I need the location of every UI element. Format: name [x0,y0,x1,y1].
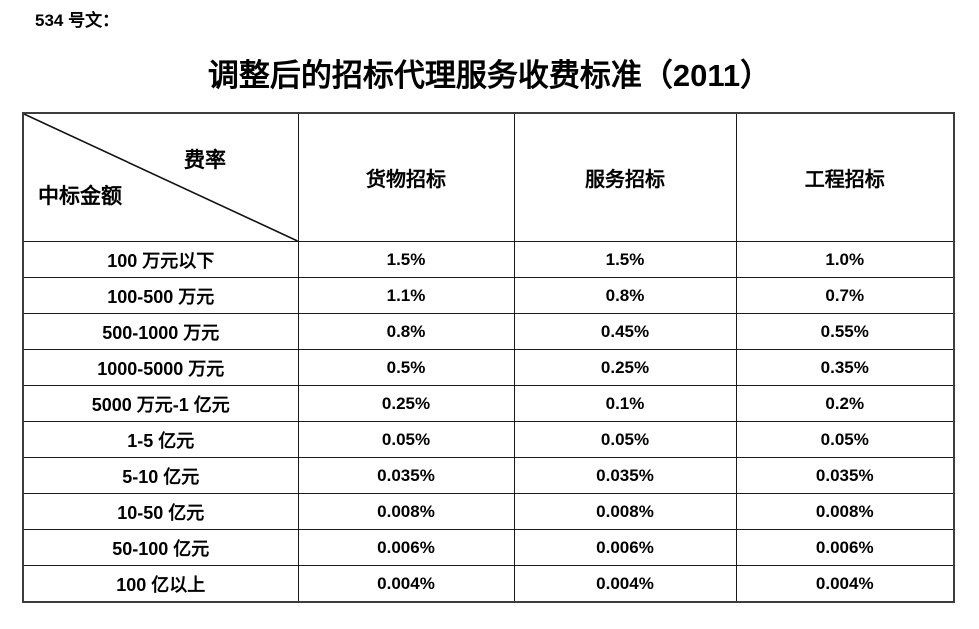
rate-cell: 0.45% [513,313,737,350]
table-row: 5000 万元-1 亿元 0.25% 0.1% 0.2% [22,385,955,422]
rate-cell: 0.006% [735,529,955,566]
table-row: 1-5 亿元 0.05% 0.05% 0.05% [22,421,955,458]
row-label: 10-50 亿元 [22,493,299,530]
row-label: 100 亿以上 [22,565,299,603]
rate-cell: 0.05% [735,421,955,458]
rate-cell: 0.035% [513,457,737,494]
table-row: 100 亿以上 0.004% 0.004% 0.004% [22,565,955,603]
rate-cell: 0.008% [513,493,737,530]
rate-cell: 0.035% [297,457,515,494]
rate-cell: 0.008% [297,493,515,530]
rate-cell: 0.006% [513,529,737,566]
table-row: 500-1000 万元 0.8% 0.45% 0.55% [22,313,955,350]
row-label: 50-100 亿元 [22,529,299,566]
corner-label-rate: 费率 [184,149,226,172]
fee-rate-table: 费率 中标金额 货物招标 服务招标 工程招标 100 万元以下 1.5% 1.5… [22,112,955,603]
rate-cell: 0.008% [735,493,955,530]
row-label: 5000 万元-1 亿元 [22,385,299,422]
rate-cell: 0.7% [735,277,955,314]
header-row: 费率 中标金额 货物招标 服务招标 工程招标 [22,112,955,242]
rate-cell: 0.2% [735,385,955,422]
rate-cell: 0.35% [735,349,955,386]
table-row: 1000-5000 万元 0.5% 0.25% 0.35% [22,349,955,386]
rate-cell: 1.5% [513,241,737,278]
column-header-engineering-bidding: 工程招标 [735,112,955,242]
table-row: 100 万元以下 1.5% 1.5% 1.0% [22,241,955,278]
rate-cell: 0.25% [297,385,515,422]
rate-cell: 0.8% [297,313,515,350]
diagonal-divider-line [24,114,298,241]
page-title: 调整后的招标代理服务收费标准（2011） [207,58,772,93]
row-label: 5-10 亿元 [22,457,299,494]
column-header-service-bidding: 服务招标 [513,112,737,242]
rate-cell: 0.5% [297,349,515,386]
rate-cell: 1.1% [297,277,515,314]
table-row: 10-50 亿元 0.008% 0.008% 0.008% [22,493,955,530]
row-label: 100 万元以下 [22,241,299,278]
row-label: 100-500 万元 [22,277,299,314]
corner-header-cell: 费率 中标金额 [22,112,299,242]
rate-cell: 0.035% [735,457,955,494]
rate-cell: 0.8% [513,277,737,314]
table-row: 100-500 万元 1.1% 0.8% 0.7% [22,277,955,314]
rate-cell: 0.006% [297,529,515,566]
rate-cell: 0.004% [513,565,737,603]
rate-cell: 0.05% [513,421,737,458]
doc-ref-label: 534 号文： [35,11,120,30]
rate-cell: 0.25% [513,349,737,386]
rate-cell: 0.55% [735,313,955,350]
row-label: 500-1000 万元 [22,313,299,350]
table-row: 50-100 亿元 0.006% 0.006% 0.006% [22,529,955,566]
rate-cell: 0.05% [297,421,515,458]
rate-cell: 0.004% [297,565,515,603]
rate-cell: 1.5% [297,241,515,278]
corner-label-amount: 中标金额 [38,185,122,208]
table-row: 5-10 亿元 0.035% 0.035% 0.035% [22,457,955,494]
row-label: 1000-5000 万元 [22,349,299,386]
row-label: 1-5 亿元 [22,421,299,458]
rate-cell: 1.0% [735,241,955,278]
rate-cell: 0.1% [513,385,737,422]
column-header-goods-bidding: 货物招标 [297,112,515,242]
rate-cell: 0.004% [735,565,955,603]
